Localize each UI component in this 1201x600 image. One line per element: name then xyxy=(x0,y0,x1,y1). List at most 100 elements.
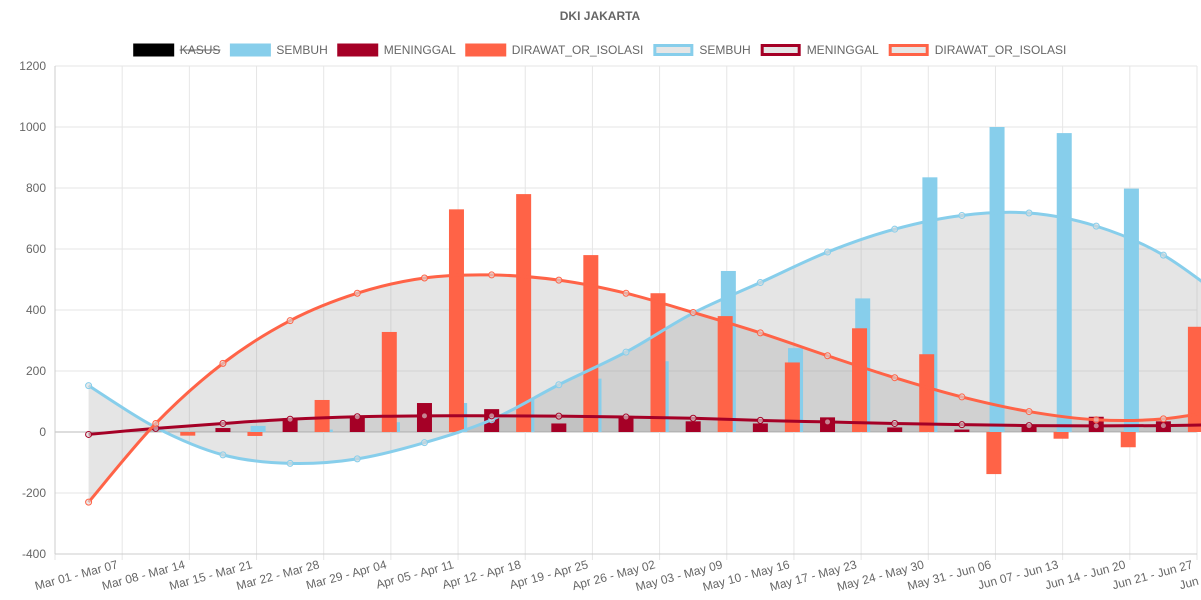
line-point xyxy=(756,329,764,337)
y-tick-label: 1000 xyxy=(19,120,46,134)
line-point xyxy=(891,225,899,233)
line-point xyxy=(824,248,832,256)
line-point xyxy=(622,413,630,421)
line-point xyxy=(286,415,294,423)
bar xyxy=(551,423,567,432)
line-point xyxy=(1025,422,1033,430)
bar xyxy=(887,427,903,432)
bar xyxy=(282,418,298,432)
bar xyxy=(986,432,1002,475)
y-tick-label: 800 xyxy=(26,181,46,195)
line-point xyxy=(85,382,93,390)
bar xyxy=(618,416,634,432)
y-tick-label: -200 xyxy=(22,486,46,500)
legend-swatch xyxy=(465,43,507,57)
bar xyxy=(954,429,970,432)
line-point xyxy=(488,271,496,279)
line-point xyxy=(824,352,832,360)
bar xyxy=(1123,188,1139,432)
legend-label: SEMBUH xyxy=(699,43,750,57)
line-point xyxy=(689,308,697,316)
line-point xyxy=(219,451,227,459)
line-point xyxy=(219,419,227,427)
y-tick-label: 1200 xyxy=(19,59,46,73)
legend-swatch xyxy=(337,43,379,57)
line-point xyxy=(958,211,966,219)
bar xyxy=(247,432,263,436)
bar xyxy=(919,354,935,432)
y-tick-label: 0 xyxy=(39,425,46,439)
line-point xyxy=(420,439,428,447)
bar xyxy=(1120,432,1136,448)
line-point xyxy=(353,289,361,297)
bar xyxy=(381,331,397,432)
legend: KASUS SEMBUH MENINGGAL DIRAWAT_OR_ISOLASI SE… xyxy=(133,43,1067,57)
bar xyxy=(784,362,800,432)
line-point xyxy=(756,416,764,424)
bar xyxy=(752,423,768,432)
line-point xyxy=(1092,422,1100,430)
bar xyxy=(989,127,1005,432)
legend-swatch xyxy=(653,44,694,56)
series-line xyxy=(87,210,1201,466)
legend-label: DIRAWAT_OR_ISOLASI xyxy=(512,43,644,57)
line-point xyxy=(1025,408,1033,416)
line-point xyxy=(1092,416,1100,424)
bar xyxy=(717,316,733,432)
y-tick-label: 600 xyxy=(26,242,46,256)
line-point xyxy=(891,419,899,427)
legend-item[interactable]: DIRAWAT_OR_ISOLASI xyxy=(888,43,1067,57)
legend-swatch xyxy=(760,44,801,56)
legend-label: DIRAWAT_OR_ISOLASI xyxy=(935,43,1067,57)
bar xyxy=(250,425,266,432)
legend-label: SEMBUH xyxy=(276,43,327,57)
line-point xyxy=(85,430,93,438)
legend-item[interactable]: KASUS xyxy=(133,43,221,57)
line-point xyxy=(286,317,294,325)
line-point xyxy=(555,412,563,420)
legend-swatch xyxy=(888,44,929,56)
line-point xyxy=(891,374,899,382)
legend-item[interactable]: SEMBUH xyxy=(229,43,328,57)
line-point xyxy=(622,348,630,356)
legend-swatch xyxy=(133,43,175,57)
legend-item[interactable]: SEMBUH xyxy=(653,43,751,57)
line-point xyxy=(756,279,764,287)
line-point xyxy=(219,359,227,367)
bar xyxy=(349,416,365,432)
bar xyxy=(448,209,464,432)
line-point xyxy=(353,455,361,463)
line-point xyxy=(286,459,294,467)
line-point xyxy=(555,381,563,389)
line-point xyxy=(622,289,630,297)
bar xyxy=(215,428,231,432)
y-tick-label: -400 xyxy=(22,547,46,561)
line-point xyxy=(1159,415,1167,423)
legend-swatch xyxy=(229,43,271,57)
bar xyxy=(180,432,196,436)
line-point xyxy=(1159,251,1167,259)
bar xyxy=(516,194,532,432)
line-point xyxy=(488,412,496,420)
bar xyxy=(1187,326,1201,432)
legend-label: MENINGGAL xyxy=(807,43,879,57)
legend-item[interactable]: DIRAWAT_OR_ISOLASI xyxy=(465,43,644,57)
area-fills xyxy=(88,212,1201,503)
chart-title: DKI JAKARTA xyxy=(560,9,641,23)
legend-item[interactable]: MENINGGAL xyxy=(337,43,456,57)
line-point xyxy=(1159,422,1167,430)
line-point xyxy=(824,418,832,426)
bars xyxy=(180,127,1201,475)
line-point xyxy=(353,413,361,421)
area-fill xyxy=(88,274,1201,503)
bar xyxy=(685,421,701,432)
legend-item[interactable]: MENINGGAL xyxy=(760,43,879,57)
y-tick-label: 200 xyxy=(26,364,46,378)
line-point xyxy=(555,276,563,284)
bar xyxy=(583,255,599,432)
line-point xyxy=(85,498,93,506)
bar xyxy=(650,293,666,432)
bar xyxy=(1056,133,1072,432)
legend-label: MENINGGAL xyxy=(384,43,456,57)
line-point xyxy=(1092,222,1100,230)
